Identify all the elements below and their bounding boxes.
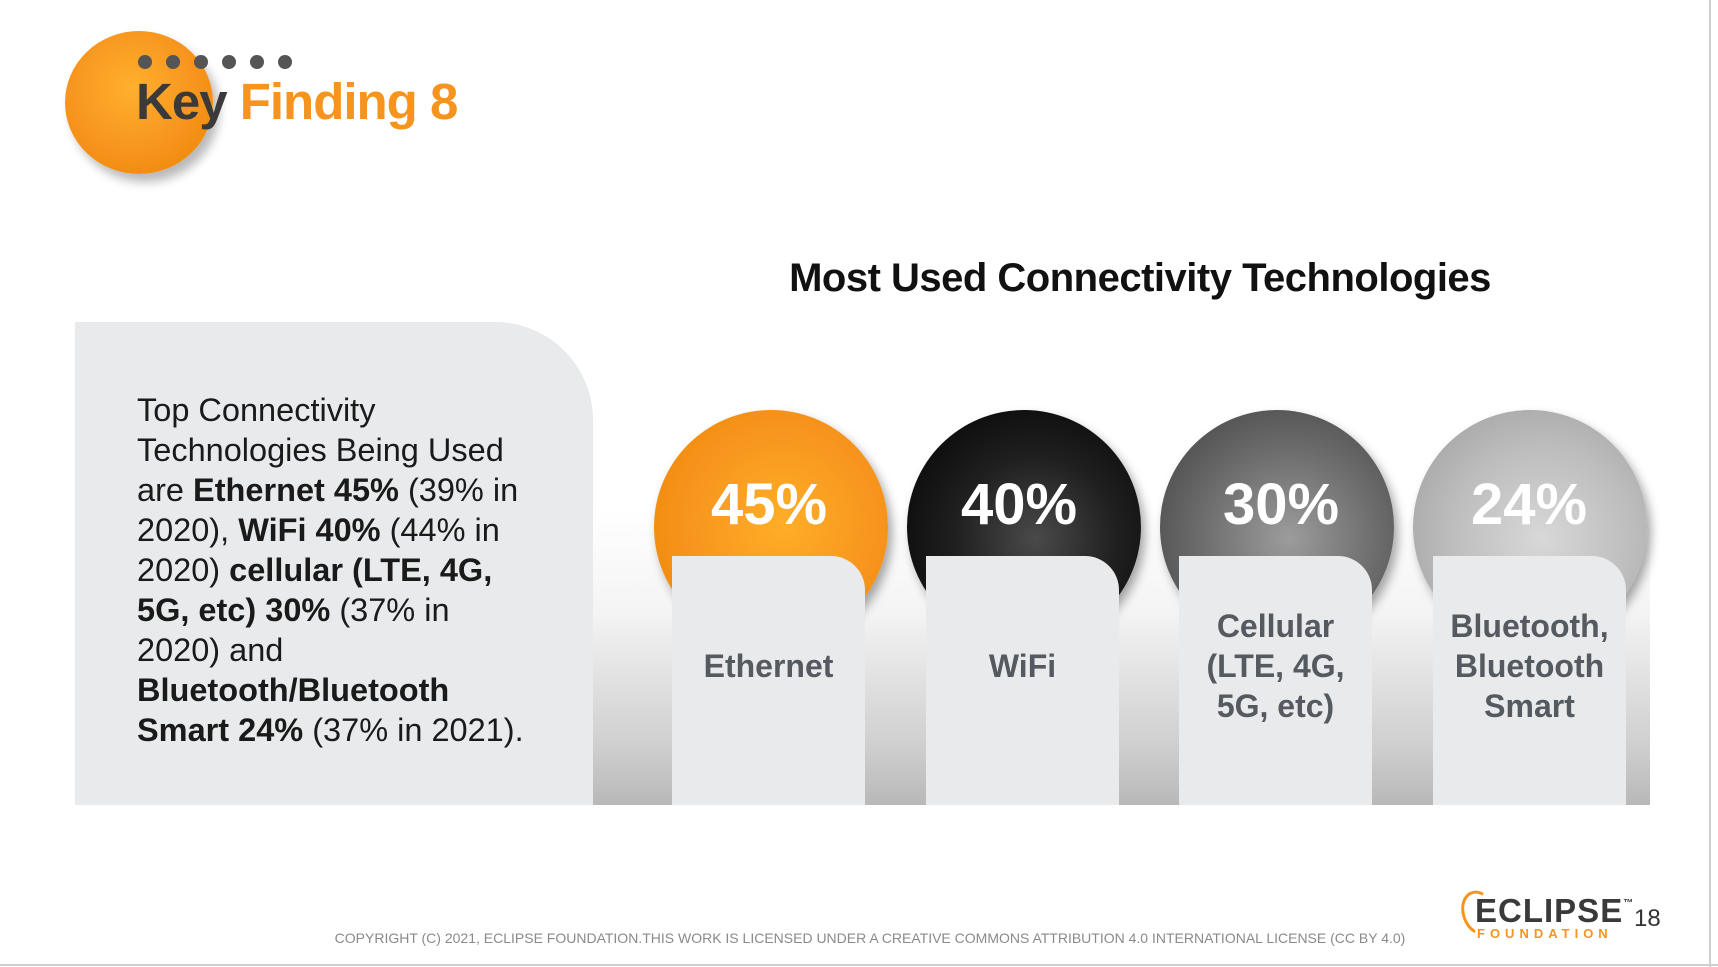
summary-text-part: (37% in 2020) and [137,592,450,668]
summary-bold-cellular: cellular (LTE, 4G, 5G, etc) 30% [137,552,493,628]
summary-bold-wifi: WiFi 40% [238,512,381,548]
tech-label-cellular: Cellular (LTE, 4G, 5G, etc) [1206,608,1345,724]
summary-text-part: (44% in 2020) [137,512,500,588]
summary-panel [75,322,593,805]
tech-card-ethernet: Ethernet [672,556,865,805]
tech-percent-cellular: 30% [1222,472,1340,537]
tech-percent-wifi: 40% [960,472,1078,537]
summary-text-part: (37% in 2021). [303,712,524,748]
summary-bold-bluetooth: Bluetooth/Bluetooth Smart 24% [137,672,450,748]
summary-bold-ethernet: Ethernet 45% [193,472,399,508]
logo-wordmark: ECLIPSE™ [1475,888,1634,931]
logo-trademark: ™ [1623,898,1635,909]
tech-percent-ethernet: 45% [710,472,828,537]
tech-label-ethernet: Ethernet [703,648,834,684]
copyright-notice: COPYRIGHT (C) 2021, ECLIPSE FOUNDATION.T… [334,930,1406,946]
page-number: 18 [1634,905,1661,932]
slide-border-bottom [0,964,1718,966]
title-key: Key [136,73,228,130]
logo-main-text: ECLIPSE [1475,892,1624,929]
eclipse-foundation-logo: ECLIPSE™ FOUNDATION [1455,885,1634,948]
tech-label-wifi: WiFi [988,648,1057,684]
summary-text-part: (39% in 2020), [137,472,519,548]
tech-percent-bluetooth: 24% [1470,472,1588,537]
chart-title: Most Used Connectivity Technologies [789,256,1491,300]
dot [194,55,208,69]
title-finding: Finding 8 [239,73,459,130]
summary-text-part: Top Connectivity Technologies Being Used… [137,392,504,508]
page-title: Key Finding 8 [136,72,459,132]
tech-label-bluetooth: Bluetooth, Bluetooth Smart [1450,608,1609,724]
dot [166,55,180,69]
slide-border-right [1709,0,1711,967]
dot [138,55,152,69]
tech-card-wifi: WiFi [926,556,1119,805]
tech-card-bluetooth: Bluetooth, Bluetooth Smart [1433,556,1626,805]
tech-card-cellular: Cellular (LTE, 4G, 5G, etc) [1179,556,1372,805]
decorative-dots [138,55,292,69]
dot [278,55,292,69]
summary-text: Top Connectivity Technologies Being Used… [137,390,537,750]
decorative-orange-disc [65,31,213,174]
logo-subtitle: FOUNDATION [1477,926,1613,941]
dot [222,55,236,69]
dot [250,55,264,69]
